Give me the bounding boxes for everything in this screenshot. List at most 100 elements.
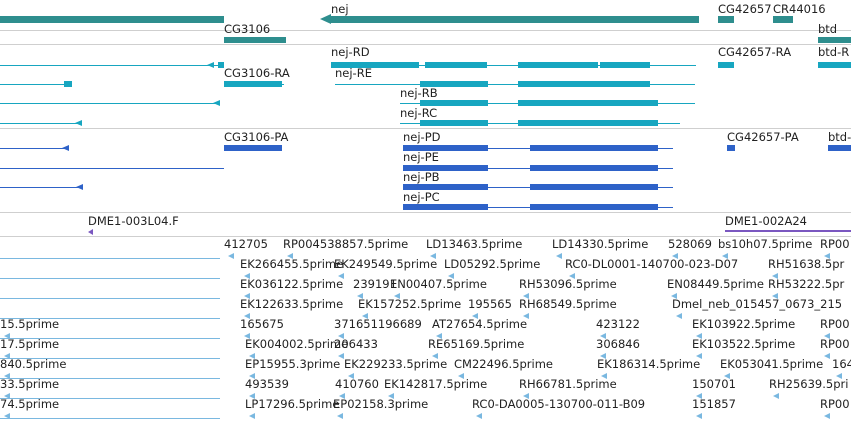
est-label[interactable]: EP15955.3prime [245,357,341,371]
est-marker[interactable] [824,413,830,419]
est-marker[interactable] [772,293,778,299]
est-marker[interactable] [600,333,606,339]
est-marker[interactable] [601,373,607,379]
est-marker[interactable] [287,253,293,259]
gene-bar-cr44016[interactable] [773,16,793,23]
est-marker[interactable] [432,353,438,359]
est-marker[interactable] [436,333,442,339]
est-marker[interactable] [696,393,702,399]
est-marker[interactable] [824,333,830,339]
est-marker[interactable] [339,393,345,399]
est-marker[interactable] [4,333,10,339]
est-label[interactable]: 195565 [468,297,512,311]
est-label[interactable]: 410760 [335,377,379,391]
est-marker[interactable] [556,253,562,259]
est-label[interactable]: 423122 [596,317,640,331]
est-marker[interactable] [249,393,255,399]
est-marker[interactable] [362,313,368,319]
gene-bar-cg3106[interactable] [224,37,286,43]
est-label[interactable]: EK157252.5prime [358,297,462,311]
gene-bar[interactable] [0,16,224,23]
transcript-line[interactable] [0,123,80,124]
est-label[interactable]: EK229233.5prime [344,357,448,371]
est-marker[interactable] [676,313,682,319]
est-label[interactable]: 840.5prime [0,357,67,371]
est-label[interactable]: 164 [832,357,851,371]
transcript-line[interactable] [0,103,219,104]
est-label[interactable]: bs10h07.5prime [718,237,813,251]
clone-marker[interactable] [88,229,93,235]
est-marker[interactable] [696,333,702,339]
est-label[interactable]: EK103922.5prime [692,317,796,331]
est-marker[interactable] [338,353,344,359]
est-marker[interactable] [249,353,255,359]
est-label[interactable]: EK142817.5prime [384,377,488,391]
est-marker[interactable] [4,373,10,379]
est-marker[interactable] [338,273,344,279]
est-marker[interactable] [4,413,10,419]
est-marker[interactable] [523,293,529,299]
transcript-line[interactable] [0,65,218,66]
est-marker[interactable] [228,253,234,259]
transcript-line[interactable] [0,148,66,149]
transcript-line[interactable] [0,84,66,85]
est-label[interactable]: RH53096.5prime [519,277,617,291]
est-label[interactable]: RE65169.5prime [428,337,525,351]
est-marker[interactable] [569,273,575,279]
est-marker[interactable] [722,253,728,259]
est-label[interactable]: 165675 [240,317,284,331]
transcript-line[interactable] [0,168,224,169]
est-label[interactable]: EK186314.5prime [597,357,701,371]
est-label[interactable]: EK249549.5prime [334,257,438,271]
est-label[interactable]: LD05292.5prime [444,257,541,271]
clone-marker[interactable] [725,230,851,232]
est-label[interactable]: 371651196689 [334,317,422,331]
est-label[interactable]: EK122633.5prime [240,297,344,311]
est-marker[interactable] [672,253,678,259]
est-label[interactable]: EP02158.3prime [333,397,429,411]
est-label[interactable]: 493539 [245,377,289,391]
est-label[interactable]: LD14330.5prime [552,237,649,251]
est-label[interactable]: EK004002.5prime [245,337,349,351]
est-marker[interactable] [772,273,778,279]
gene-bar-cg42657[interactable] [718,16,734,23]
gene-bar-nej[interactable] [331,16,699,23]
est-marker[interactable] [671,293,677,299]
est-label[interactable]: EK266455.5prime [240,257,344,271]
est-label[interactable]: EN08449.5prime [667,277,764,291]
transcript-line[interactable] [0,187,82,188]
est-marker[interactable] [338,333,344,339]
est-label[interactable]: 33.5prime [0,377,60,391]
est-label[interactable]: 151857 [692,397,736,411]
est-label[interactable]: RP00 [820,317,850,331]
est-label[interactable]: RH68549.5prime [519,297,617,311]
est-label[interactable]: EK036122.5prime [240,277,344,291]
est-label[interactable]: EN00407.5prime [390,277,487,291]
transcript-line[interactable] [335,84,695,85]
est-label[interactable]: 239191 [353,277,397,291]
est-label[interactable]: CM22496.5prime [454,357,554,371]
est-label[interactable]: RH66781.5prime [519,377,617,391]
est-marker[interactable] [394,293,400,299]
est-marker[interactable] [472,313,478,319]
est-marker[interactable] [523,313,529,319]
est-marker[interactable] [4,353,10,359]
est-marker[interactable] [523,393,529,399]
est-marker[interactable] [600,353,606,359]
est-label[interactable]: RP00 [820,397,850,411]
est-label[interactable]: 306846 [596,337,640,351]
est-label[interactable]: AT27654.5prime [432,317,528,331]
est-marker[interactable] [836,373,842,379]
est-label[interactable]: RP00 [820,237,850,251]
est-label[interactable]: RC0-DL0001-140700-023-D07 [565,257,739,271]
est-label[interactable]: 74.5prime [0,397,60,411]
est-marker[interactable] [696,413,702,419]
est-label[interactable]: EK103522.5prime [692,337,796,351]
est-marker[interactable] [244,313,250,319]
est-label[interactable]: RH51638.5pr [768,257,845,271]
est-marker[interactable] [448,273,454,279]
est-label[interactable]: RP00 [820,337,850,351]
est-marker[interactable] [244,333,250,339]
est-label[interactable]: RH53222.5pr [768,277,845,291]
est-label[interactable]: Dmel_neb_015457_0673_215 [672,297,843,311]
